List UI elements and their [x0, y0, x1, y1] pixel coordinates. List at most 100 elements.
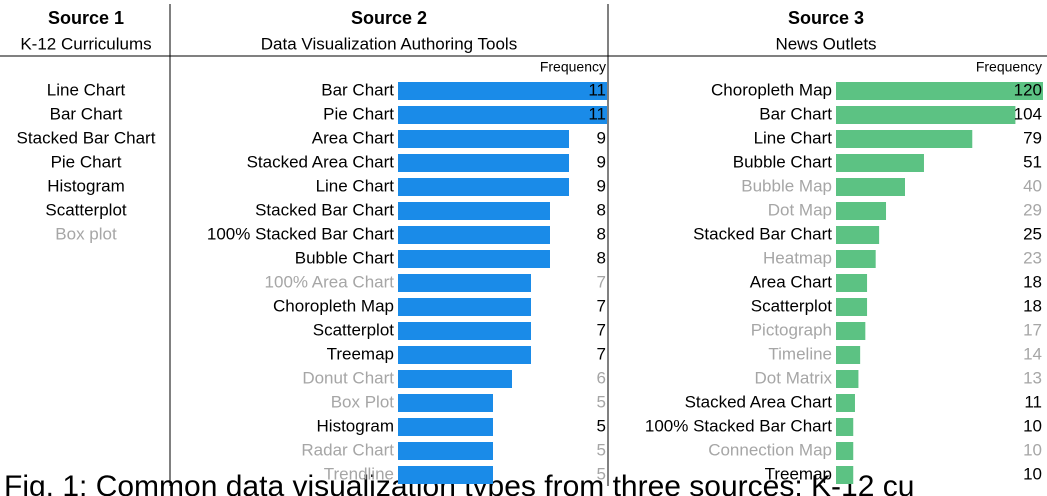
value-label: 120 — [1014, 80, 1042, 99]
value-label: 11 — [1024, 392, 1042, 411]
bar — [398, 82, 607, 100]
value-label: 104 — [1014, 104, 1042, 123]
value-label: 9 — [597, 128, 606, 147]
value-label: 13 — [1023, 368, 1042, 387]
value-label: 8 — [597, 200, 606, 219]
bar — [398, 202, 550, 220]
bar — [398, 106, 607, 124]
value-label: 23 — [1023, 248, 1042, 267]
list-item: Line Chart — [47, 80, 126, 99]
category-label: Dot Matrix — [755, 368, 833, 387]
bar — [836, 466, 854, 484]
bar — [836, 370, 859, 388]
bar — [836, 274, 868, 292]
category-label: Stacked Bar Chart — [693, 224, 832, 243]
category-label: Box Plot — [331, 392, 395, 411]
chart-title: Source 2 — [351, 8, 427, 28]
bar — [398, 370, 512, 388]
value-label: 11 — [588, 104, 606, 123]
value-label: 7 — [597, 272, 606, 291]
value-label: 10 — [1023, 440, 1042, 459]
value-label: 40 — [1023, 176, 1042, 195]
category-label: Pie Chart — [323, 104, 394, 123]
source-subtitle: K-12 Curriculums — [20, 34, 151, 53]
value-label: 7 — [597, 344, 606, 363]
bar — [836, 442, 854, 460]
value-label: 9 — [597, 176, 606, 195]
category-label: 100% Stacked Bar Chart — [645, 416, 832, 435]
category-label: Heatmap — [763, 248, 832, 267]
category-label: Scatterplot — [313, 320, 395, 339]
bar — [398, 346, 531, 364]
category-label: Choropleth Map — [273, 296, 394, 315]
value-label: 8 — [597, 248, 606, 267]
value-label: 79 — [1023, 128, 1042, 147]
value-label: 5 — [597, 416, 606, 435]
bar — [836, 322, 866, 340]
value-label: 10 — [1023, 464, 1042, 483]
value-label: 51 — [1023, 152, 1042, 171]
category-label: Donut Chart — [302, 368, 394, 387]
category-label: 100% Area Chart — [265, 272, 395, 291]
value-label: 10 — [1023, 416, 1042, 435]
list-item: Bar Chart — [50, 104, 123, 123]
bar — [836, 346, 861, 364]
bar — [836, 106, 1016, 124]
value-label: 9 — [597, 152, 606, 171]
chart-subtitle: Data Visualization Authoring Tools — [261, 34, 517, 53]
bar — [398, 394, 493, 412]
category-label: Bubble Map — [741, 176, 832, 195]
bar — [836, 154, 924, 172]
value-label: 17 — [1023, 320, 1042, 339]
value-label: 14 — [1023, 344, 1042, 363]
list-item: Pie Chart — [51, 152, 122, 171]
category-label: Timeline — [768, 344, 832, 363]
bar — [398, 442, 493, 460]
value-label: 29 — [1023, 200, 1042, 219]
value-label: 8 — [597, 224, 606, 243]
list-item: Scatterplot — [45, 200, 127, 219]
x-axis-label: Frequency — [976, 59, 1042, 75]
value-label: 5 — [597, 440, 606, 459]
value-label: 25 — [1023, 224, 1042, 243]
category-label: Stacked Area Chart — [685, 392, 833, 411]
category-label: Area Chart — [750, 272, 832, 291]
category-label: Line Chart — [316, 176, 395, 195]
value-label: 11 — [588, 80, 606, 99]
list-item: Histogram — [47, 176, 124, 195]
value-label: 5 — [597, 392, 606, 411]
category-label: Scatterplot — [751, 296, 833, 315]
category-label: Area Chart — [312, 128, 394, 147]
bar — [398, 418, 493, 436]
category-label: Stacked Area Chart — [247, 152, 395, 171]
bar — [836, 394, 855, 412]
category-label: Bubble Chart — [295, 248, 395, 267]
bar — [398, 226, 550, 244]
bar — [398, 154, 569, 172]
category-label: Dot Map — [768, 200, 832, 219]
list-item: Box plot — [55, 224, 117, 243]
category-label: Trendline — [324, 464, 394, 483]
chart-title: Source 3 — [788, 8, 864, 28]
bar — [836, 82, 1043, 100]
value-label: 7 — [597, 320, 606, 339]
category-label: Line Chart — [754, 128, 833, 147]
category-label: Pictograph — [751, 320, 832, 339]
category-label: Bubble Chart — [733, 152, 833, 171]
category-label: Treemap — [765, 464, 832, 483]
category-label: Radar Chart — [301, 440, 394, 459]
bar — [398, 322, 531, 340]
category-label: Bar Chart — [321, 80, 394, 99]
chart-subtitle: News Outlets — [775, 34, 876, 53]
value-label: 5 — [597, 464, 606, 483]
value-label: 7 — [597, 296, 606, 315]
bar — [398, 274, 531, 292]
bar — [398, 130, 569, 148]
value-label: 18 — [1023, 272, 1042, 291]
category-label: Histogram — [317, 416, 394, 435]
value-label: 18 — [1023, 296, 1042, 315]
bar — [398, 298, 531, 316]
bar — [398, 178, 569, 196]
bar — [398, 250, 550, 268]
